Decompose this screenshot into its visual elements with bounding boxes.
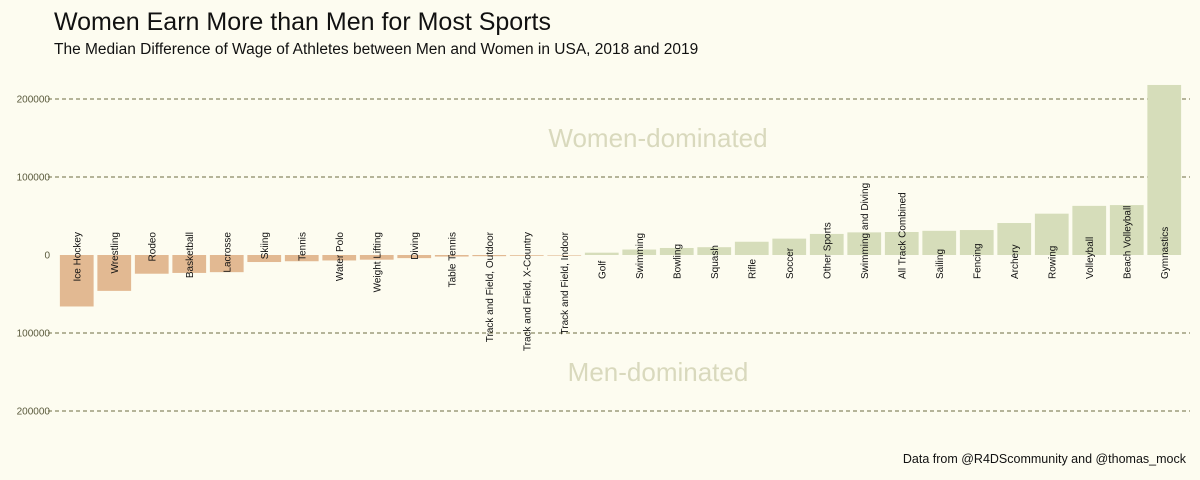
bar bbox=[359, 255, 394, 260]
bar-category-label: Volleyball bbox=[1085, 237, 1096, 279]
bar-label-layer: Ice Hockey Wrestling Rodeo Basketball Lacros… bbox=[72, 183, 1171, 351]
bar bbox=[847, 232, 882, 255]
bar-category-label: Beach Volleyball bbox=[1122, 206, 1133, 279]
bar bbox=[1109, 205, 1144, 255]
bar bbox=[734, 241, 769, 255]
bar-category-label: Fencing bbox=[972, 243, 983, 279]
bar bbox=[809, 233, 844, 255]
bar-category-label: Swimming bbox=[635, 233, 646, 279]
y-tick-label: 200000 bbox=[17, 95, 51, 106]
bar bbox=[997, 223, 1032, 255]
data-source-caption: Data from @R4DScommunity and @thomas_moc… bbox=[902, 452, 1186, 466]
region-annotation: Men-dominated bbox=[568, 357, 749, 387]
y-tick-label: 0 bbox=[44, 251, 50, 262]
chart-subtitle: The Median Difference of Wage of Athlete… bbox=[54, 41, 699, 58]
region-annotation: Women-dominated bbox=[548, 123, 767, 153]
bar-category-label: Golf bbox=[597, 260, 608, 279]
bar-category-label: Squash bbox=[710, 245, 721, 279]
bar bbox=[472, 255, 507, 257]
bar bbox=[884, 231, 919, 255]
bar bbox=[172, 255, 207, 273]
bar-category-label: Tennis bbox=[297, 232, 308, 261]
bar bbox=[622, 249, 657, 255]
bar-category-label: Lacrosse bbox=[222, 232, 233, 273]
y-axis-ticks: 200000 100000 0 100000 200000 bbox=[17, 95, 51, 418]
bar bbox=[434, 255, 469, 257]
bar-category-label: Rowing bbox=[1047, 246, 1058, 279]
bar-category-label: Wrestling bbox=[110, 232, 121, 274]
bar-category-label: Bowling bbox=[672, 244, 683, 279]
bar-category-label: Track and Field, Indoor bbox=[560, 231, 571, 334]
bar bbox=[97, 255, 132, 291]
bar-category-label: Diving bbox=[410, 232, 421, 260]
bar bbox=[584, 252, 619, 255]
y-tick-label: 200000 bbox=[17, 407, 51, 418]
bar-category-label: Soccer bbox=[785, 247, 796, 279]
bar bbox=[547, 255, 582, 256]
bar-category-label: Gymnastics bbox=[1160, 227, 1171, 279]
bar bbox=[247, 255, 282, 263]
bar-category-label: Track and Field, Outdoor bbox=[485, 231, 496, 342]
bar-layer bbox=[59, 84, 1182, 307]
bar-category-label: Sailing bbox=[935, 249, 946, 279]
bar-category-label: Basketball bbox=[185, 232, 196, 278]
bar bbox=[959, 230, 994, 255]
bar-category-label: Other Sports bbox=[822, 222, 833, 279]
bar bbox=[209, 255, 244, 273]
bar-category-label: Rifle bbox=[747, 259, 758, 279]
bar bbox=[322, 255, 357, 261]
bar bbox=[397, 255, 432, 259]
bar bbox=[697, 247, 732, 255]
bar bbox=[1147, 84, 1182, 256]
bar-category-label: Track and Field, X-Country bbox=[522, 232, 533, 351]
region-label-layer: Women-dominated Men-dominated bbox=[548, 123, 767, 387]
bar-category-label: Archery bbox=[1010, 245, 1021, 279]
bar-category-label: Table Tennis bbox=[447, 232, 458, 287]
bar bbox=[659, 247, 694, 255]
grid-layer bbox=[48, 98, 1190, 412]
y-tick-label: 100000 bbox=[17, 173, 51, 184]
bar bbox=[1034, 213, 1069, 255]
bar-category-label: All Track Combined bbox=[897, 192, 908, 279]
bar bbox=[134, 255, 169, 274]
bar bbox=[1072, 205, 1107, 255]
y-tick-label: 100000 bbox=[17, 329, 51, 340]
bar bbox=[59, 255, 94, 307]
bar bbox=[922, 230, 957, 255]
bar-category-label: Ice Hockey bbox=[72, 232, 83, 281]
bar-category-label: Swimming and Diving bbox=[860, 183, 871, 279]
bar bbox=[509, 255, 544, 256]
bar-category-label: Skiing bbox=[260, 232, 271, 259]
bar-category-label: Weight Lifting bbox=[372, 232, 383, 292]
bar-category-label: Water Polo bbox=[335, 232, 346, 282]
bar-category-label: Rodeo bbox=[147, 232, 158, 262]
chart-title: Women Earn More than Men for Most Sports bbox=[54, 8, 551, 36]
bar bbox=[772, 238, 807, 255]
bar bbox=[284, 255, 319, 262]
